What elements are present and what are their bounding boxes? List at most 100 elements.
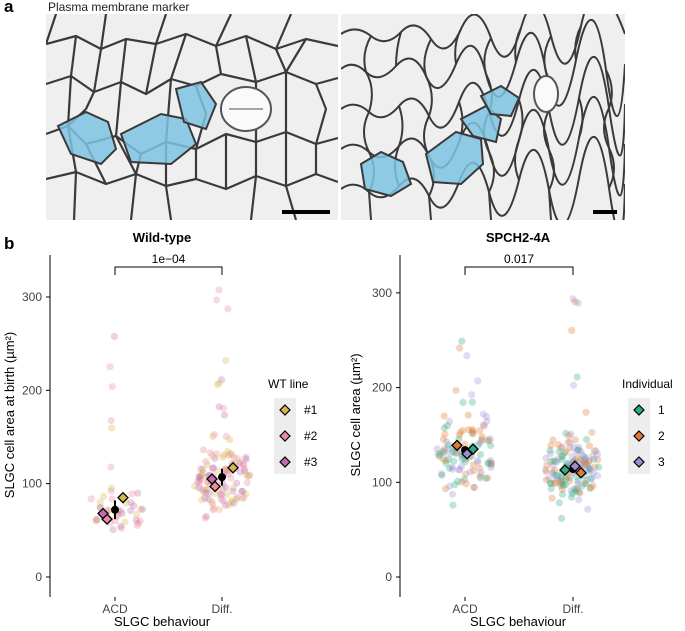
cell-point (202, 457, 210, 466)
cell-point (229, 484, 238, 492)
cell-point (220, 451, 228, 459)
cell-point (555, 499, 563, 507)
cell-point (551, 457, 559, 465)
cell-point (483, 417, 491, 425)
cell-point (549, 469, 557, 477)
x-tick-label: Diff. (562, 602, 583, 616)
x-tick-label: Diff. (211, 602, 232, 616)
cell-point (440, 424, 448, 432)
cell-point (572, 486, 580, 494)
cell-point (209, 432, 217, 441)
cell-point (447, 449, 455, 458)
scale-bar (282, 210, 330, 214)
cell-point (587, 484, 595, 492)
cell-point (224, 451, 232, 459)
cell-point (461, 458, 469, 466)
cell-point (242, 471, 250, 479)
cell-point (225, 501, 233, 509)
cell-point (440, 412, 448, 420)
replicate-mean-diamond (97, 507, 109, 520)
cell-point (107, 417, 115, 425)
cell-point (476, 427, 484, 435)
legend-marker (279, 456, 291, 468)
cell-point (210, 504, 218, 512)
replicate-mean-diamond (461, 447, 473, 460)
cell-point (576, 456, 585, 464)
legend-marker (633, 456, 645, 468)
cell-point (591, 463, 599, 471)
cell-point (477, 437, 485, 445)
cell-point (575, 443, 583, 451)
cell-point (594, 472, 602, 480)
cell-point (212, 450, 221, 458)
cell-point (226, 449, 234, 458)
cell-point (588, 428, 596, 436)
cell-point (557, 482, 565, 490)
cell-point (444, 444, 452, 452)
cell-point (547, 441, 555, 449)
cell-point (590, 455, 598, 463)
cell-point (560, 481, 568, 489)
cell-point (564, 438, 572, 446)
cell-point (236, 458, 244, 466)
cell-point (210, 431, 218, 439)
replicate-mean-diamond (559, 464, 571, 476)
legend-label: 1 (658, 403, 665, 417)
cell-point (241, 467, 249, 475)
cell-point (485, 459, 493, 467)
cell-point (464, 411, 472, 419)
cell-point (545, 475, 553, 483)
cell-point (233, 495, 241, 504)
cell-point (551, 472, 559, 480)
cell-point (201, 514, 209, 522)
cell-point (452, 448, 460, 457)
legend-marker (633, 430, 645, 442)
cell-point (244, 472, 252, 480)
slgc-highlight (56, 110, 118, 166)
cell-point (487, 461, 495, 469)
cell-point (441, 448, 449, 457)
x-tick-label: ACD (452, 602, 478, 616)
cell-point (468, 429, 476, 437)
cell-point (474, 458, 482, 466)
cell-point (239, 461, 247, 469)
cell-point (456, 344, 464, 352)
cell-point (572, 488, 580, 496)
cell-point (470, 467, 478, 475)
cell-point (558, 476, 566, 484)
cell-point (457, 462, 466, 470)
cell-point (445, 417, 454, 426)
cell-point (581, 455, 589, 463)
cell-point (451, 481, 459, 489)
cell-point (477, 469, 485, 477)
cell-point (543, 461, 551, 469)
legend-title: Individual (622, 377, 673, 391)
cell-point (551, 479, 559, 487)
cell-point (559, 490, 567, 498)
cell-point (466, 468, 474, 476)
cell-point (228, 450, 236, 458)
cell-point (558, 478, 566, 486)
panel-label-b: b (4, 234, 15, 253)
cell-point (198, 471, 206, 479)
cell-point (476, 472, 484, 480)
cell-point (222, 484, 230, 492)
cell-point (229, 487, 237, 495)
cell-point (574, 484, 582, 492)
cell-point (205, 495, 213, 503)
cell-point (449, 448, 457, 456)
cell-point (562, 481, 570, 489)
cell-point (205, 489, 213, 497)
cell-point (465, 426, 473, 434)
cell-point (548, 494, 556, 502)
cell-point (227, 474, 235, 482)
cell-point (551, 466, 559, 474)
cell-point (549, 462, 557, 470)
cell-point (199, 468, 207, 476)
cell-point (546, 479, 555, 487)
significance-bracket (114, 266, 223, 275)
cell-point (582, 460, 590, 468)
overall-mean-point (111, 505, 119, 514)
y-axis-label: SLGC cell area (µm²) (348, 353, 363, 476)
cell-point (221, 465, 229, 473)
